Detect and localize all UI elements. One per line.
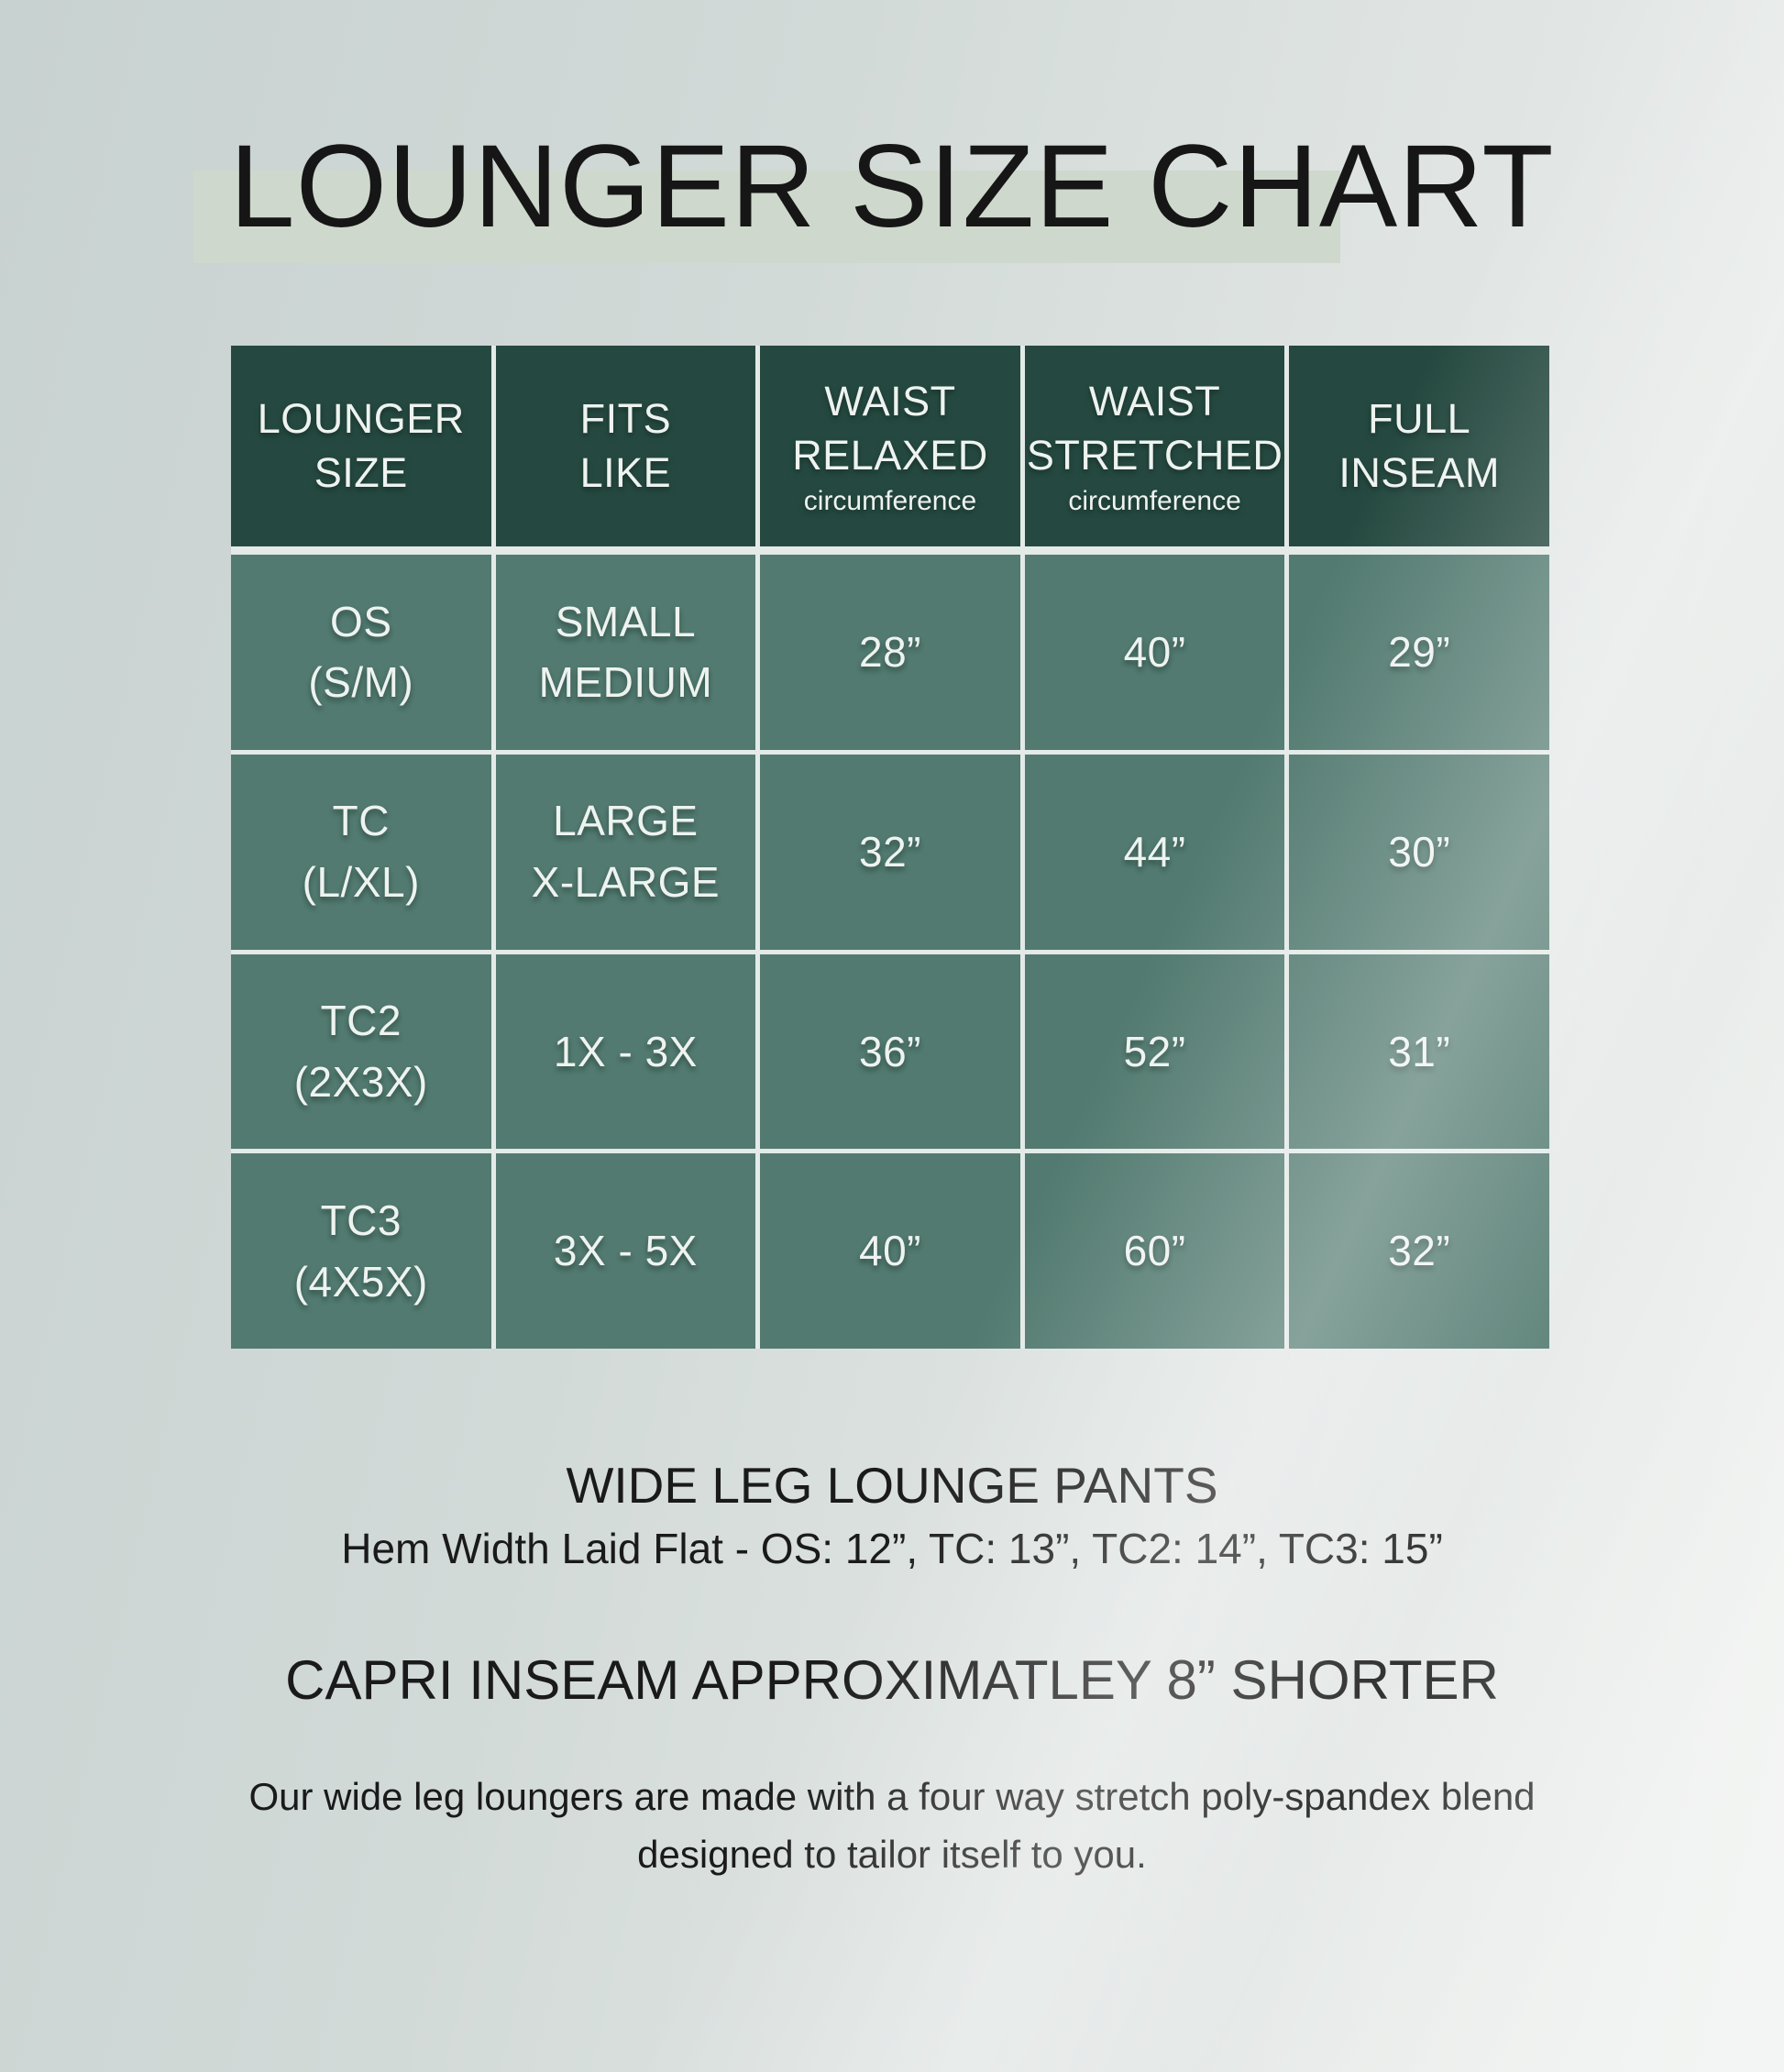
header-label: FITS LIKE xyxy=(579,395,672,496)
header-cell-lounger-size: LOUNGER SIZE xyxy=(231,346,491,546)
header-label: LOUNGER SIZE xyxy=(257,395,465,496)
cell-waist-stretched: 60” xyxy=(1024,1153,1285,1349)
cell-waist-relaxed: 32” xyxy=(760,754,1020,950)
cell-lounger-size: TC3 (4X5X) xyxy=(231,1153,491,1349)
header-body-divider xyxy=(231,546,1549,555)
table-header-row: LOUNGER SIZE FITS LIKE WAIST RELAXED cir… xyxy=(231,346,1549,546)
cell-waist-stretched: 52” xyxy=(1024,953,1285,1150)
header-sublabel: circumference xyxy=(803,486,977,516)
fabric-blurb: Our wide leg loungers are made with a fo… xyxy=(248,1775,1536,1876)
header-cell-full-inseam: FULL INSEAM xyxy=(1289,346,1549,546)
page-title: LOUNGER SIZE CHART xyxy=(229,121,1555,252)
header-cell-waist-stretched: WAIST STRETCHED circumference xyxy=(1024,346,1285,546)
header-cell-fits-like: FITS LIKE xyxy=(495,346,756,546)
cell-waist-relaxed: 28” xyxy=(760,555,1020,750)
cell-waist-relaxed: 40” xyxy=(760,1153,1020,1349)
cell-waist-stretched: 40” xyxy=(1024,555,1285,750)
title-highlight-band xyxy=(193,171,1340,263)
cell-fits-like: 1X - 3X xyxy=(495,953,756,1150)
cell-fits-like: LARGE X-LARGE xyxy=(495,754,756,950)
capri-inseam-note: CAPRI INSEAM APPROXIMATLEY 8” SHORTER xyxy=(285,1649,1499,1711)
cell-lounger-size: TC (L/XL) xyxy=(231,754,491,950)
cell-fits-like: 3X - 5X xyxy=(495,1153,756,1349)
product-heading: WIDE LEG LOUNGE PANTS xyxy=(566,1457,1218,1514)
hem-width-note: Hem Width Laid Flat - OS: 12”, TC: 13”, … xyxy=(341,1525,1443,1572)
header-label: WAIST RELAXED xyxy=(792,378,988,479)
table-body: OS (S/M) SMALL MEDIUM 28” 40” 29” TC (L/… xyxy=(231,555,1549,1349)
size-table: LOUNGER SIZE FITS LIKE WAIST RELAXED cir… xyxy=(231,346,1549,1349)
header-sublabel: circumference xyxy=(1068,486,1241,516)
header-cell-waist-relaxed: WAIST RELAXED circumference xyxy=(760,346,1020,546)
cell-full-inseam: 30” xyxy=(1289,754,1549,950)
cell-waist-relaxed: 36” xyxy=(760,953,1020,1150)
cell-fits-like: SMALL MEDIUM xyxy=(495,555,756,750)
cell-full-inseam: 29” xyxy=(1289,555,1549,750)
cell-full-inseam: 31” xyxy=(1289,953,1549,1150)
cell-lounger-size: OS (S/M) xyxy=(231,555,491,750)
header-label: FULL INSEAM xyxy=(1338,395,1500,496)
cell-waist-stretched: 44” xyxy=(1024,754,1285,950)
header-label: WAIST STRETCHED xyxy=(1026,378,1283,479)
cell-lounger-size: TC2 (2X3X) xyxy=(231,953,491,1150)
cell-full-inseam: 32” xyxy=(1289,1153,1549,1349)
